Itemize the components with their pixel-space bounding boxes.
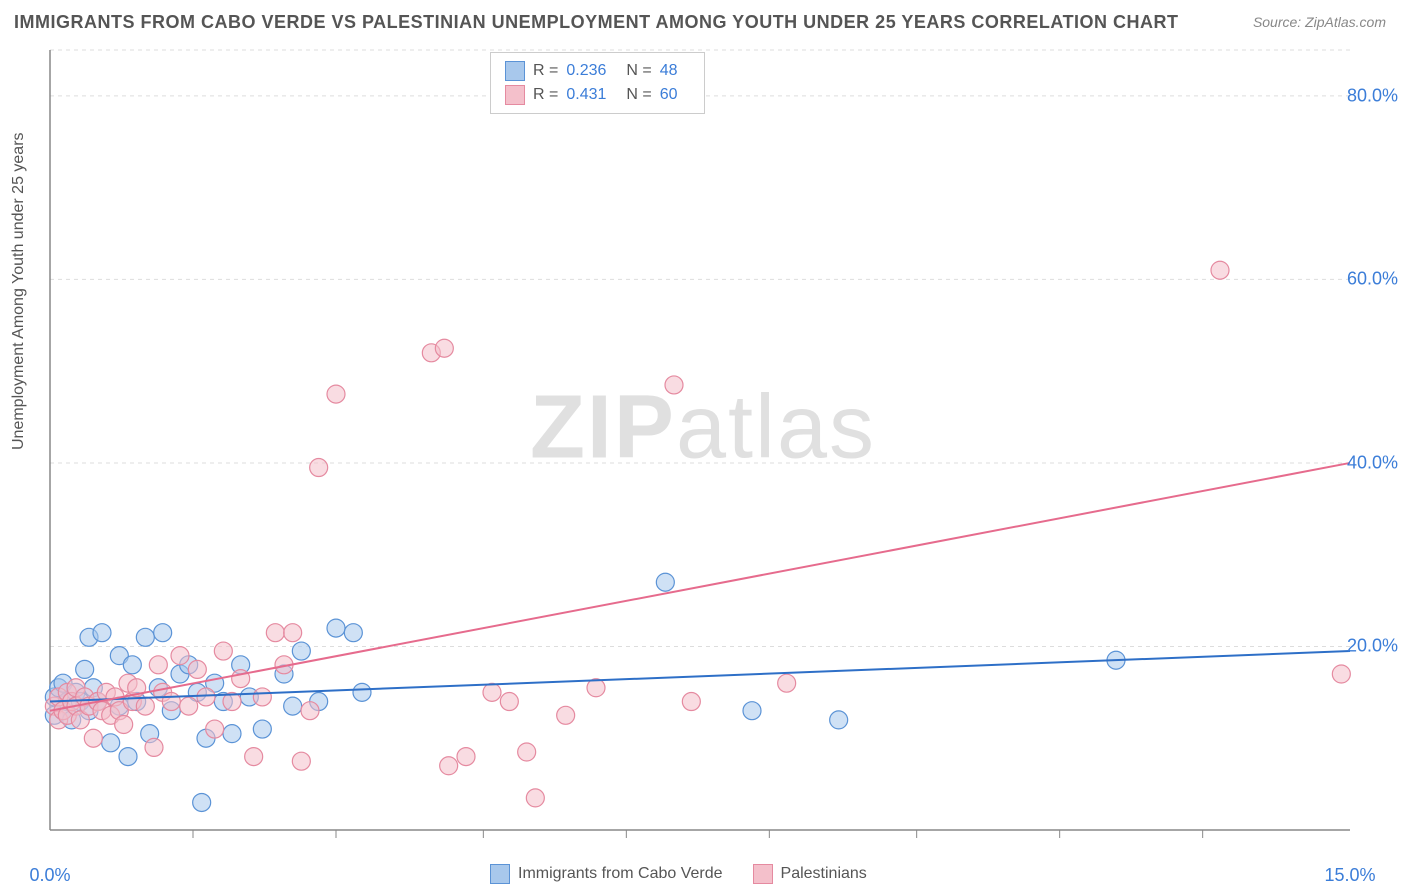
- stats-row-series-1: R = 0.431 N = 60: [505, 83, 690, 107]
- n-value: 48: [660, 59, 678, 83]
- y-tick-label: 80.0%: [1347, 85, 1398, 106]
- chart-container: IMMIGRANTS FROM CABO VERDE VS PALESTINIA…: [0, 0, 1406, 892]
- x-tick-label: 15.0%: [1324, 865, 1375, 886]
- swatch-icon: [753, 864, 773, 884]
- n-label: N =: [626, 83, 651, 107]
- series-legend: Immigrants from Cabo Verde Palestinians: [490, 864, 867, 884]
- y-tick-label: 60.0%: [1347, 269, 1398, 290]
- y-tick-label: 40.0%: [1347, 452, 1398, 473]
- n-label: N =: [626, 59, 651, 83]
- r-label: R =: [533, 59, 558, 83]
- x-tick-label: 0.0%: [29, 865, 70, 886]
- legend-item-0: Immigrants from Cabo Verde: [490, 864, 723, 884]
- legend-label: Palestinians: [781, 865, 867, 883]
- r-label: R =: [533, 83, 558, 107]
- r-value: 0.236: [566, 59, 606, 83]
- swatch-icon: [490, 864, 510, 884]
- scatter-chart: [0, 0, 1406, 892]
- n-value: 60: [660, 83, 678, 107]
- y-tick-label: 20.0%: [1347, 636, 1398, 657]
- stats-legend: R = 0.236 N = 48 R = 0.431 N = 60: [490, 52, 705, 114]
- swatch-icon: [505, 85, 525, 105]
- r-value: 0.431: [566, 83, 606, 107]
- legend-label: Immigrants from Cabo Verde: [518, 865, 723, 883]
- legend-item-1: Palestinians: [753, 864, 867, 884]
- stats-row-series-0: R = 0.236 N = 48: [505, 59, 690, 83]
- swatch-icon: [505, 61, 525, 81]
